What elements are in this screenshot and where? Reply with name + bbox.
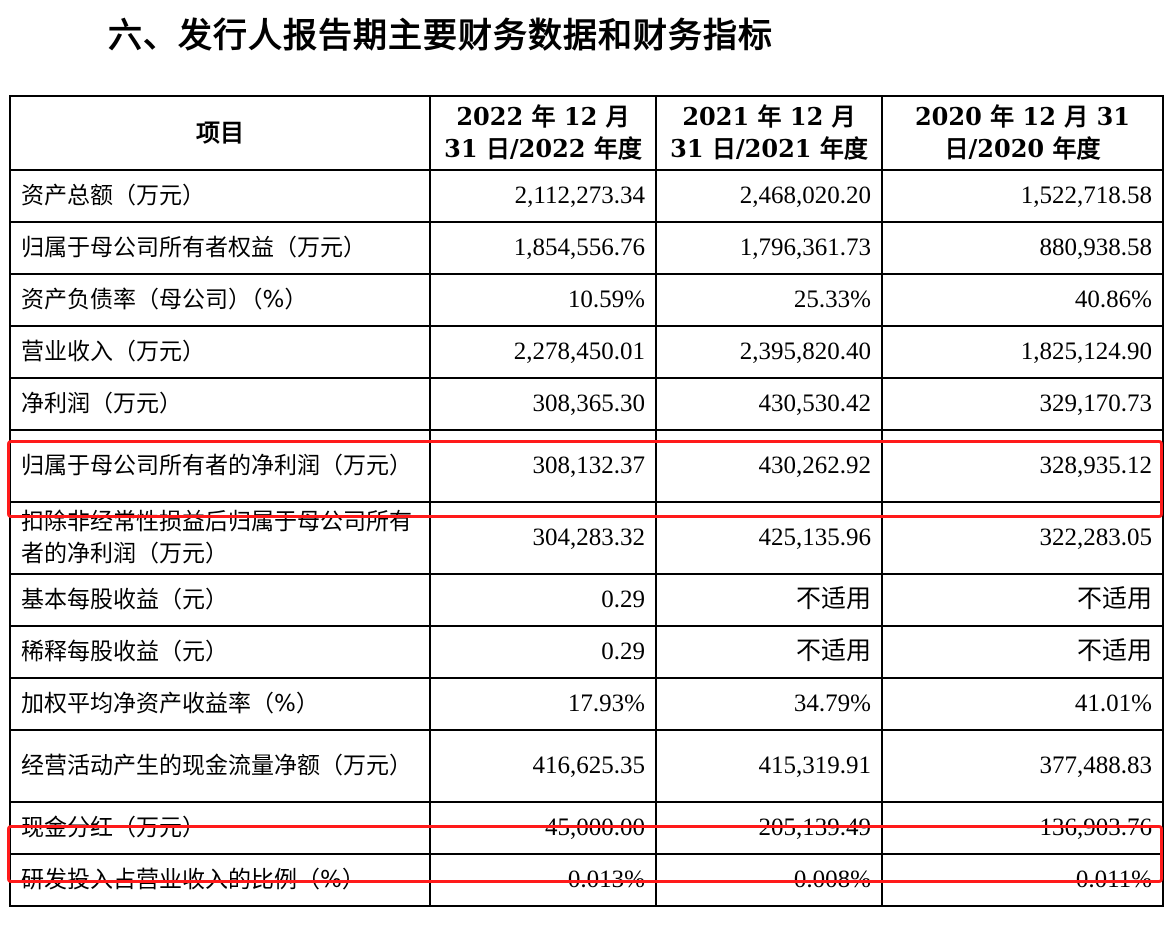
cell-2022: 0.013% xyxy=(429,853,657,907)
cell-2020: 41.01% xyxy=(881,677,1164,731)
row-label: 资产负债率（母公司）（%） xyxy=(9,273,431,327)
cell-2022: 308,365.30 xyxy=(429,377,657,431)
cell-2020: 不适用 xyxy=(881,573,1164,627)
cell-2022: 45,000.00 xyxy=(429,801,657,855)
header-2021: 2021 年 12 月 31 日/2021 年度 xyxy=(655,95,883,171)
row-label: 基本每股收益（元） xyxy=(9,573,431,627)
cell-2020: 377,488.83 xyxy=(881,729,1164,803)
row-label: 现金分红（万元） xyxy=(9,801,431,855)
cell-2021: 430,530.42 xyxy=(655,377,883,431)
table-row: 基本每股收益（元） 0.29 不适用 不适用 xyxy=(9,573,1164,627)
table-row: 经营活动产生的现金流量净额（万元） 416,625.35 415,319.91 … xyxy=(9,729,1164,803)
table-row: 净利润（万元） 308,365.30 430,530.42 329,170.73 xyxy=(9,377,1164,431)
table-row: 加权平均净资产收益率（%） 17.93% 34.79% 41.01% xyxy=(9,677,1164,731)
cell-2022: 416,625.35 xyxy=(429,729,657,803)
row-label: 稀释每股收益（元） xyxy=(9,625,431,679)
cell-2022: 0.29 xyxy=(429,625,657,679)
row-label: 归属于母公司所有者权益（万元） xyxy=(9,221,431,275)
cell-2021: 0.008% xyxy=(655,853,883,907)
table-row: 归属于母公司所有者的净利润（万元） 308,132.37 430,262.92 … xyxy=(9,429,1164,503)
cell-2021: 415,319.91 xyxy=(655,729,883,803)
financial-data-table: 项目 2022 年 12 月 31 日/2022 年度 2021 年 12 月 … xyxy=(9,95,1164,907)
row-label: 营业收入（万元） xyxy=(9,325,431,379)
row-label: 归属于母公司所有者的净利润（万元） xyxy=(9,429,431,503)
cell-2021: 1,796,361.73 xyxy=(655,221,883,275)
table-header-row: 项目 2022 年 12 月 31 日/2022 年度 2021 年 12 月 … xyxy=(9,95,1164,171)
table-row: 稀释每股收益（元） 0.29 不适用 不适用 xyxy=(9,625,1164,679)
row-label: 加权平均净资产收益率（%） xyxy=(9,677,431,731)
cell-2020: 0.011% xyxy=(881,853,1164,907)
row-label: 净利润（万元） xyxy=(9,377,431,431)
cell-2020: 不适用 xyxy=(881,625,1164,679)
cell-2022: 17.93% xyxy=(429,677,657,731)
table-row: 资产负债率（母公司）（%） 10.59% 25.33% 40.86% xyxy=(9,273,1164,327)
cell-2021: 2,395,820.40 xyxy=(655,325,883,379)
table-row: 扣除非经常性损益后归属于母公司所有者的净利润（万元） 304,283.32 42… xyxy=(9,501,1164,575)
cell-2021: 2,468,020.20 xyxy=(655,169,883,223)
cell-2020: 136,903.76 xyxy=(881,801,1164,855)
cell-2020: 322,283.05 xyxy=(881,501,1164,575)
row-label: 经营活动产生的现金流量净额（万元） xyxy=(9,729,431,803)
cell-2022: 2,112,273.34 xyxy=(429,169,657,223)
header-2020: 2020 年 12 月 31 日/2020 年度 xyxy=(881,95,1164,171)
section-title: 六、发行人报告期主要财务数据和财务指标 xyxy=(108,16,773,56)
cell-2022: 10.59% xyxy=(429,273,657,327)
table-row: 现金分红（万元） 45,000.00 205,139.49 136,903.76 xyxy=(9,801,1164,855)
header-item: 项目 xyxy=(9,95,431,171)
header-2022: 2022 年 12 月 31 日/2022 年度 xyxy=(429,95,657,171)
cell-2020: 1,522,718.58 xyxy=(881,169,1164,223)
table-row: 营业收入（万元） 2,278,450.01 2,395,820.40 1,825… xyxy=(9,325,1164,379)
cell-2022: 1,854,556.76 xyxy=(429,221,657,275)
row-label: 扣除非经常性损益后归属于母公司所有者的净利润（万元） xyxy=(9,501,431,575)
cell-2022: 304,283.32 xyxy=(429,501,657,575)
cell-2021: 425,135.96 xyxy=(655,501,883,575)
row-label: 资产总额（万元） xyxy=(9,169,431,223)
cell-2021: 430,262.92 xyxy=(655,429,883,503)
cell-2021: 不适用 xyxy=(655,573,883,627)
cell-2020: 40.86% xyxy=(881,273,1164,327)
cell-2022: 2,278,450.01 xyxy=(429,325,657,379)
table-row: 研发投入占营业收入的比例（%） 0.013% 0.008% 0.011% xyxy=(9,853,1164,907)
table-row: 资产总额（万元） 2,112,273.34 2,468,020.20 1,522… xyxy=(9,169,1164,223)
cell-2020: 328,935.12 xyxy=(881,429,1164,503)
cell-2021: 205,139.49 xyxy=(655,801,883,855)
cell-2021: 不适用 xyxy=(655,625,883,679)
row-label: 研发投入占营业收入的比例（%） xyxy=(9,853,431,907)
cell-2021: 25.33% xyxy=(655,273,883,327)
table-row: 归属于母公司所有者权益（万元） 1,854,556.76 1,796,361.7… xyxy=(9,221,1164,275)
cell-2021: 34.79% xyxy=(655,677,883,731)
cell-2022: 0.29 xyxy=(429,573,657,627)
cell-2022: 308,132.37 xyxy=(429,429,657,503)
cell-2020: 880,938.58 xyxy=(881,221,1164,275)
cell-2020: 329,170.73 xyxy=(881,377,1164,431)
cell-2020: 1,825,124.90 xyxy=(881,325,1164,379)
